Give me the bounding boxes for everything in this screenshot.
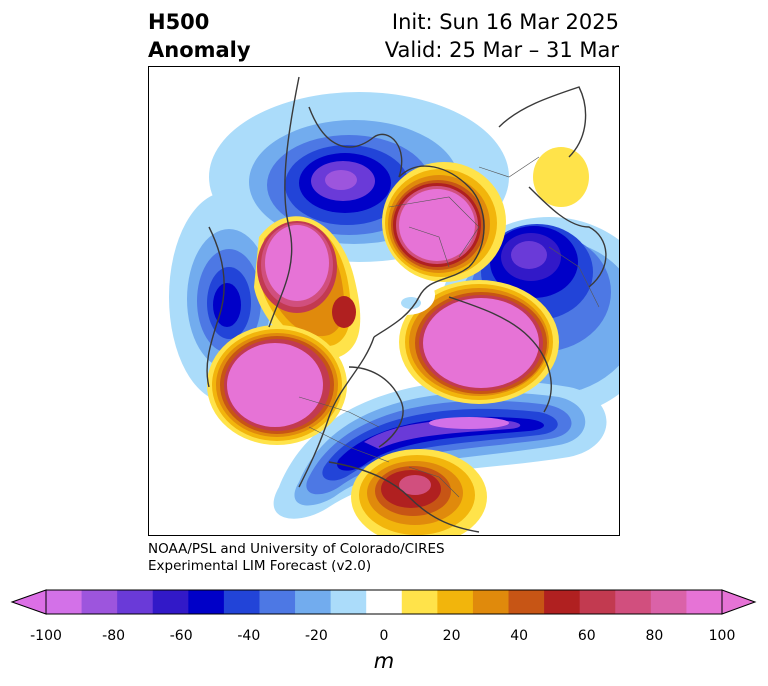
europe-high	[399, 280, 559, 404]
colorbar-bin	[46, 590, 83, 614]
colorbar-bin	[188, 590, 225, 614]
map-svg	[169, 76, 619, 535]
anomaly-map	[148, 66, 620, 536]
credit-line-1: NOAA/PSL and University of Colorado/CIRE…	[148, 541, 445, 557]
colorbar-bin	[508, 590, 545, 614]
title-field: Anomaly	[148, 38, 251, 62]
colorbar-bin	[437, 590, 474, 614]
title-right: Init: Sun 16 Mar 2025 Valid: 25 Mar – 31…	[385, 8, 619, 64]
colorbar	[10, 589, 757, 615]
colorbar-tick-label: -100	[30, 628, 62, 644]
colorbar-frame	[45, 589, 723, 615]
colorbar-bin	[330, 590, 367, 614]
east-asia-high	[533, 147, 589, 207]
southeast-high	[351, 449, 487, 535]
colorbar-tick-label: 40	[510, 628, 529, 644]
colorbar-units: m	[373, 649, 395, 673]
borders	[298, 156, 600, 498]
colorbar-bin	[223, 590, 260, 614]
colorbar-tick-label: -40	[237, 628, 261, 644]
colorbar-bin	[686, 590, 723, 614]
colorbar-tick-label: 0	[379, 628, 389, 644]
colorbar-bin	[259, 590, 296, 614]
greenland-high	[254, 216, 361, 359]
colorbar-bin	[401, 590, 438, 614]
coastlines	[206, 76, 607, 533]
colorbar-tick-label: -80	[102, 628, 126, 644]
colorbar-bin	[81, 590, 118, 614]
colorbar-bin	[295, 590, 332, 614]
colorbar-tick-label: -60	[169, 628, 193, 644]
colorbar-tick-label: 60	[577, 628, 596, 644]
colorbar-bin	[472, 590, 510, 614]
credits: NOAA/PSL and University of Colorado/CIRE…	[148, 541, 445, 575]
colorbar-bin	[152, 590, 189, 614]
pacific-high	[207, 325, 347, 445]
colorbar-bin	[366, 590, 403, 614]
colorbar-bin	[579, 590, 616, 614]
colorbar-right-extend	[721, 589, 757, 615]
credit-line-2: Experimental LIM Forecast (v2.0)	[148, 558, 372, 574]
colorbar-left-extend	[10, 589, 47, 615]
colorbar-tick-label: 80	[645, 628, 664, 644]
colorbar-bin	[615, 590, 652, 614]
valid-range: Valid: 25 Mar – 31 Mar	[384, 38, 619, 62]
colorbar-bin	[117, 590, 154, 614]
title-variable: H500	[148, 10, 210, 34]
siberia-high	[382, 162, 506, 282]
colorbar-bin	[650, 590, 687, 614]
init-date: Init: Sun 16 Mar 2025	[391, 10, 619, 34]
colorbar-tick-label: 20	[442, 628, 461, 644]
colorbar-tick-label: -20	[304, 628, 328, 644]
colorbar-bin	[544, 590, 581, 614]
title-left: H500 Anomaly	[148, 8, 251, 64]
colorbar-tick-label: 100	[708, 628, 736, 644]
